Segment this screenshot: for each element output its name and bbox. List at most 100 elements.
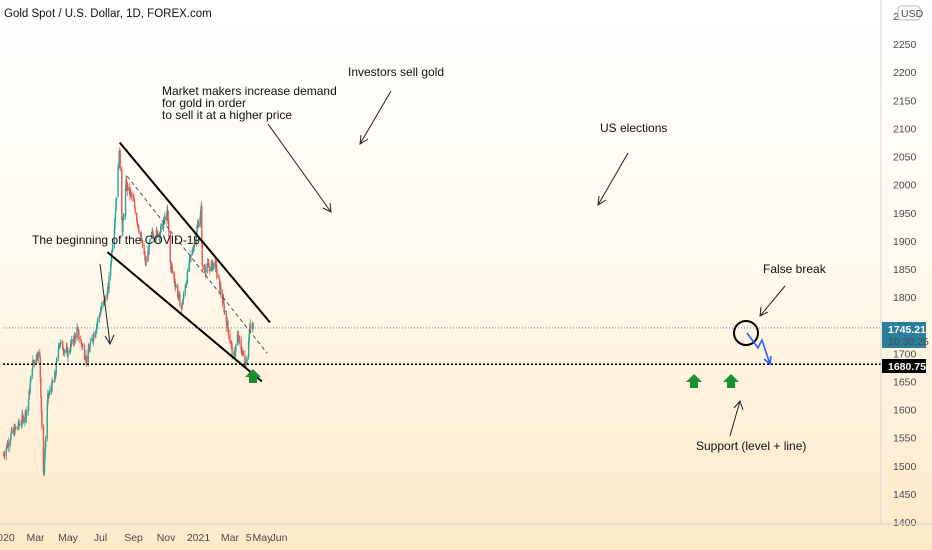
candle-body xyxy=(248,333,250,342)
candle-body xyxy=(39,352,41,357)
candle-body xyxy=(245,364,247,368)
candle-body xyxy=(5,448,7,456)
candle-body xyxy=(190,254,192,257)
candle-body xyxy=(238,337,241,341)
candle-body xyxy=(59,345,61,347)
candle-body xyxy=(222,298,225,304)
candle-body xyxy=(166,209,169,211)
candle-body xyxy=(78,338,80,340)
candle-body xyxy=(106,290,109,300)
candle-body xyxy=(83,346,86,358)
candle-body xyxy=(99,311,102,316)
candle-body xyxy=(152,235,154,239)
candle-body xyxy=(121,168,123,220)
candle-body xyxy=(97,318,99,323)
candle-body xyxy=(7,442,10,447)
candle-body xyxy=(104,297,106,299)
price-tick-label: 1900 xyxy=(893,236,917,248)
candle-body xyxy=(177,285,179,297)
candle-body xyxy=(109,264,112,277)
candle-body xyxy=(22,414,24,417)
candle-body xyxy=(196,227,198,235)
candle-body xyxy=(48,394,50,398)
time-tick-label: Sep xyxy=(124,532,143,544)
candle-body xyxy=(18,420,20,425)
annotation-arrows xyxy=(99,90,786,437)
candle-body xyxy=(3,454,5,456)
midline-dashed-line[interactable] xyxy=(126,175,268,354)
countdown-value: 10:30:25 xyxy=(888,336,929,348)
candle-body xyxy=(80,340,83,344)
candle-body xyxy=(230,343,233,345)
candle-body xyxy=(240,350,243,355)
candle-body xyxy=(174,282,176,287)
market-makers-pointer-arrow xyxy=(267,123,332,213)
channel-bottom-line[interactable] xyxy=(106,251,263,383)
candle-body xyxy=(204,269,206,272)
candle-body xyxy=(177,295,179,297)
candle-body xyxy=(39,356,41,378)
candle-body xyxy=(87,348,89,363)
symbol-title[interactable]: Gold Spot / U.S. Dollar, 1D, FOREX.com xyxy=(4,8,212,20)
candle-body xyxy=(178,293,181,295)
candle-body xyxy=(93,334,95,337)
candle-body xyxy=(160,223,162,227)
price-tick-label: 2000 xyxy=(893,180,917,192)
candle-body xyxy=(189,256,192,258)
candle-body xyxy=(237,334,239,336)
candle-body xyxy=(212,262,215,265)
candle-body xyxy=(244,354,246,365)
price-axis[interactable]: 1400145015001550160016501700175018001850… xyxy=(880,0,917,529)
candle-body xyxy=(100,305,103,310)
market-makers-line-3: to sell it at a higher price xyxy=(162,108,292,122)
candle-body xyxy=(219,280,221,292)
candle-body xyxy=(242,350,244,355)
currency-button[interactable]: USD xyxy=(897,5,924,21)
candle-body xyxy=(139,232,142,237)
candle-body xyxy=(164,216,166,221)
price-tick-label: 1650 xyxy=(893,376,917,388)
price-tick-label: 1950 xyxy=(893,208,917,220)
candle-body xyxy=(55,373,57,377)
time-tick-label: 2020 xyxy=(0,532,15,544)
candle-body xyxy=(227,328,230,335)
price-tick-label: 1450 xyxy=(893,489,917,501)
candle-body xyxy=(41,411,43,428)
candle-body xyxy=(21,414,23,423)
candle-body xyxy=(15,427,17,429)
candle-body xyxy=(184,286,186,294)
channel-top-line[interactable] xyxy=(118,141,271,324)
price-tick-label: 1800 xyxy=(893,292,917,304)
candle-body xyxy=(89,341,92,347)
candle-body xyxy=(156,229,158,231)
candle-body xyxy=(223,303,225,312)
support-price-value: 1680.75 xyxy=(888,361,926,373)
candle-body xyxy=(80,338,82,341)
candle-body xyxy=(144,255,146,263)
candle-body xyxy=(134,207,136,214)
candle-body xyxy=(229,341,232,345)
candle-body xyxy=(118,150,120,169)
candle-body xyxy=(197,223,200,227)
candle-body xyxy=(206,262,209,269)
candle-body xyxy=(76,328,78,339)
candle-body xyxy=(160,226,162,233)
candle-body xyxy=(122,221,124,232)
candle-body xyxy=(51,380,54,383)
candle-body xyxy=(248,327,251,334)
candle-body xyxy=(241,352,243,355)
candle-body xyxy=(92,340,94,342)
candle-body xyxy=(22,416,24,423)
price-tick-label: 1500 xyxy=(893,461,917,473)
candle-body xyxy=(115,202,117,212)
candle-body xyxy=(107,286,109,291)
candle-body xyxy=(130,191,132,194)
candle-body xyxy=(36,354,38,359)
candle-body xyxy=(10,433,12,440)
time-axis[interactable]: 2020MarMayJulSepNov2021Mar5MayJun xyxy=(0,523,932,544)
candle-body xyxy=(72,339,75,342)
candle-body xyxy=(122,217,125,222)
candle-body xyxy=(182,299,184,305)
candle-body xyxy=(246,357,248,364)
